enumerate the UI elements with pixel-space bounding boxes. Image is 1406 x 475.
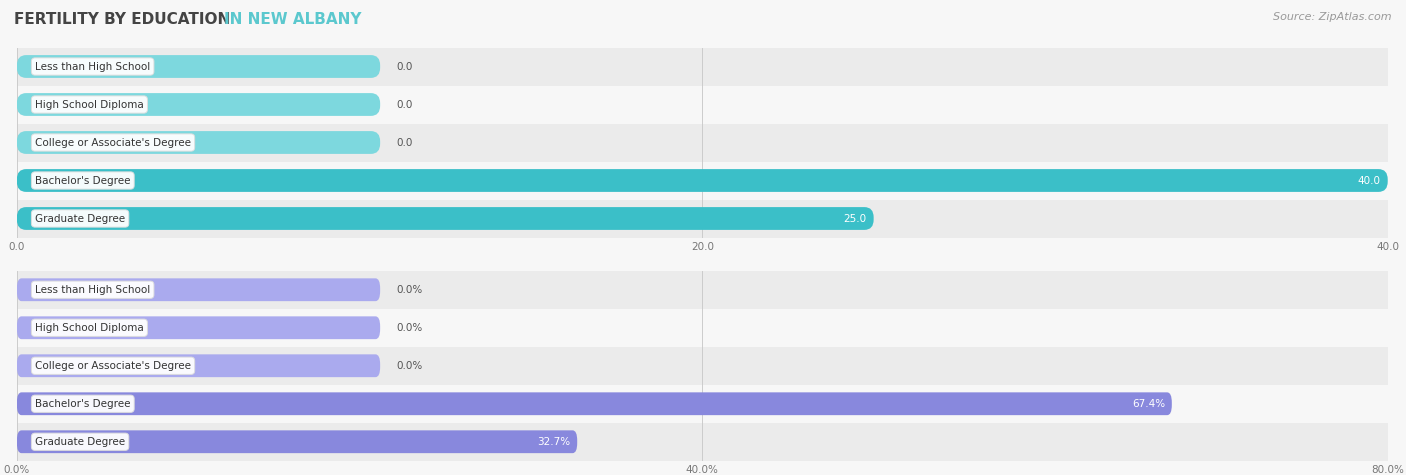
Bar: [17, 162, 1388, 199]
Bar: [17, 347, 1388, 385]
Text: Source: ZipAtlas.com: Source: ZipAtlas.com: [1274, 12, 1392, 22]
FancyBboxPatch shape: [17, 354, 380, 377]
Text: College or Associate's Degree: College or Associate's Degree: [35, 137, 191, 148]
FancyBboxPatch shape: [17, 93, 380, 116]
Bar: [17, 124, 1388, 162]
FancyBboxPatch shape: [17, 316, 380, 339]
Text: 25.0: 25.0: [844, 213, 866, 224]
FancyBboxPatch shape: [17, 169, 1388, 192]
Text: Bachelor's Degree: Bachelor's Degree: [35, 175, 131, 186]
Text: 0.0: 0.0: [396, 137, 413, 148]
Bar: [17, 200, 1388, 238]
Text: High School Diploma: High School Diploma: [35, 323, 143, 333]
Text: 0.0%: 0.0%: [396, 285, 423, 295]
Text: 0.0: 0.0: [396, 99, 413, 110]
FancyBboxPatch shape: [17, 55, 380, 78]
Bar: [17, 385, 1388, 423]
Text: IN NEW ALBANY: IN NEW ALBANY: [225, 12, 361, 27]
FancyBboxPatch shape: [17, 131, 380, 154]
Text: 0.0%: 0.0%: [396, 323, 423, 333]
Text: FERTILITY BY EDUCATION: FERTILITY BY EDUCATION: [14, 12, 236, 27]
FancyBboxPatch shape: [17, 430, 578, 453]
Text: 0.0: 0.0: [396, 61, 413, 72]
Text: Less than High School: Less than High School: [35, 61, 150, 72]
Text: Less than High School: Less than High School: [35, 285, 150, 295]
FancyBboxPatch shape: [17, 207, 873, 230]
FancyBboxPatch shape: [17, 278, 380, 301]
Text: Graduate Degree: Graduate Degree: [35, 213, 125, 224]
Text: Graduate Degree: Graduate Degree: [35, 437, 125, 447]
FancyBboxPatch shape: [17, 392, 1171, 415]
Bar: [17, 48, 1388, 86]
Bar: [17, 86, 1388, 124]
Bar: [17, 423, 1388, 461]
Text: 32.7%: 32.7%: [537, 437, 571, 447]
Text: High School Diploma: High School Diploma: [35, 99, 143, 110]
Bar: [17, 271, 1388, 309]
Bar: [17, 309, 1388, 347]
Text: 40.0: 40.0: [1358, 175, 1381, 186]
Text: Bachelor's Degree: Bachelor's Degree: [35, 399, 131, 409]
Text: 67.4%: 67.4%: [1132, 399, 1166, 409]
Text: College or Associate's Degree: College or Associate's Degree: [35, 361, 191, 371]
Text: 0.0%: 0.0%: [396, 361, 423, 371]
